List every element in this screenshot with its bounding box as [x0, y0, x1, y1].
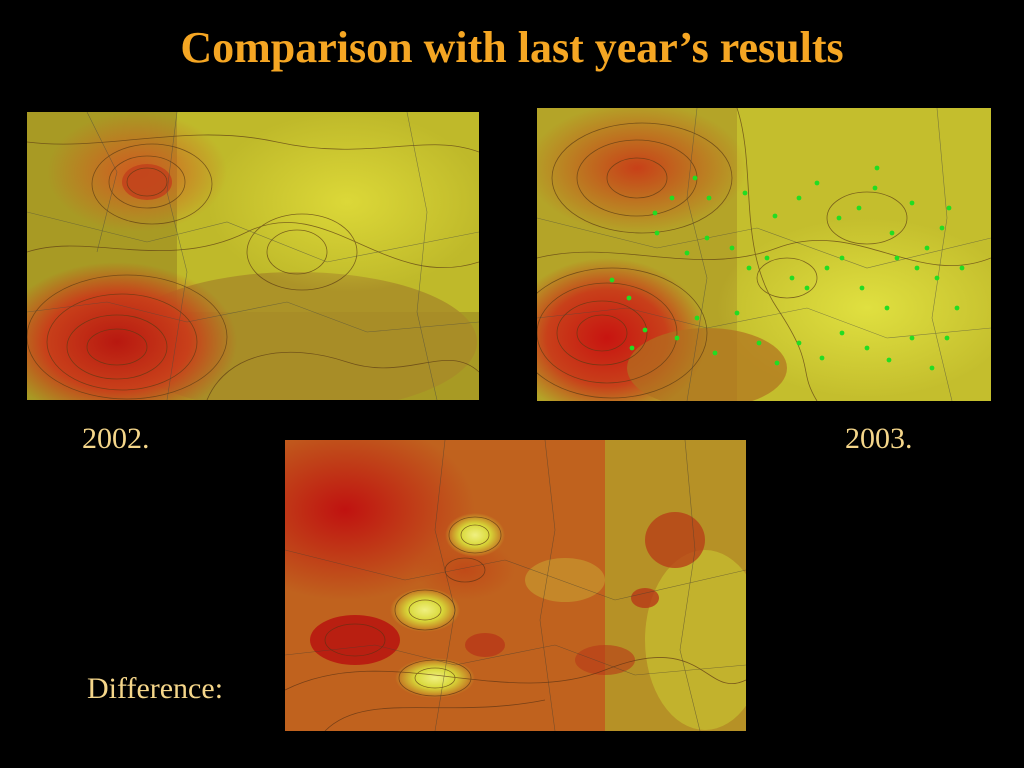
map-2002 — [27, 112, 479, 400]
caption-2002: 2002. — [82, 422, 150, 455]
caption-2003: 2003. — [845, 422, 913, 455]
map-2003 — [537, 108, 991, 401]
caption-difference: Difference: — [87, 672, 224, 705]
slide-title: Comparison with last year’s results — [180, 23, 844, 72]
map-difference — [285, 440, 746, 731]
